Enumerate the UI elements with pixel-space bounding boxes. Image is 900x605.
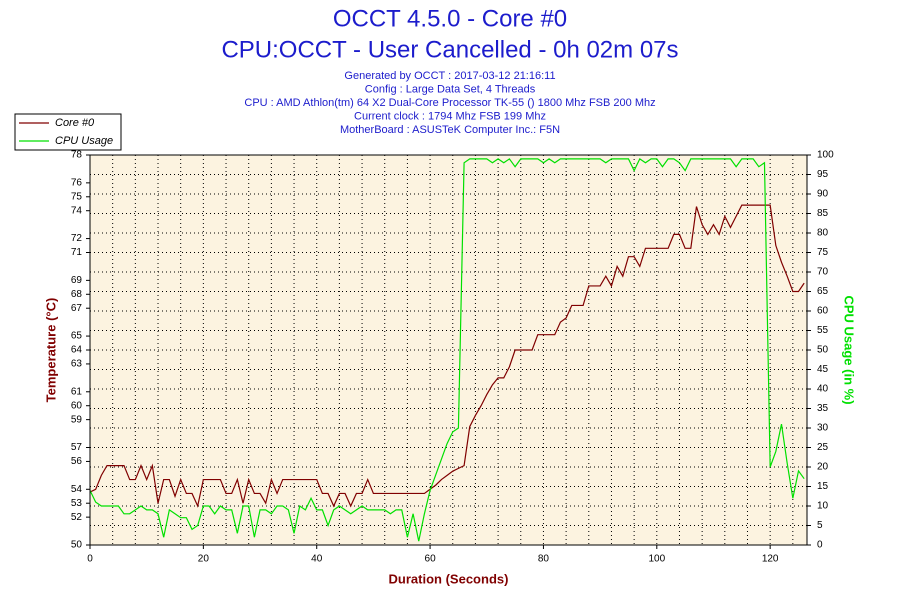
y-tick-label: 56 xyxy=(71,456,83,467)
x-tick-label: 80 xyxy=(538,554,550,565)
plot-frame xyxy=(89,154,808,546)
y-tick-label: 61 xyxy=(71,386,83,397)
y2-tick-label: 40 xyxy=(817,384,829,395)
y-tick-label: 76 xyxy=(71,177,83,188)
x-axis-label: Duration (Seconds) xyxy=(389,571,509,586)
series-line xyxy=(89,158,805,542)
x-tick-label: 100 xyxy=(648,554,665,565)
y-tick-label: 50 xyxy=(71,540,83,551)
x-tick-label: 40 xyxy=(311,554,323,565)
y-tick-label: 57 xyxy=(71,442,83,453)
legend-label: CPU Usage xyxy=(55,135,113,147)
series-line xyxy=(89,204,805,508)
y-tick-label: 71 xyxy=(71,247,83,258)
plot-background xyxy=(90,155,807,545)
y-tick-label: 68 xyxy=(71,289,83,300)
y2-tick-label: 90 xyxy=(817,189,829,200)
y2-tick-label: 95 xyxy=(817,169,829,180)
y2-tick-label: 20 xyxy=(817,462,829,473)
x-tick-label: 0 xyxy=(87,554,93,565)
y2-tick-label: 85 xyxy=(817,208,829,219)
y2-tick-label: 5 xyxy=(817,520,823,531)
y2-tick-label: 50 xyxy=(817,345,829,356)
y-axis-label: Temperature (°C) xyxy=(43,298,58,403)
y2-tick-label: 80 xyxy=(817,228,829,239)
info-line: Config : Large Data Set, 4 Threads xyxy=(365,83,536,95)
y-tick-label: 74 xyxy=(71,205,83,216)
x-tick-label: 120 xyxy=(762,554,779,565)
y-tick-label: 69 xyxy=(71,275,83,286)
y2-tick-label: 0 xyxy=(817,540,823,551)
y2-tick-label: 25 xyxy=(817,442,829,453)
y-tick-label: 53 xyxy=(71,498,83,509)
y-tick-label: 63 xyxy=(71,359,83,370)
x-tick-label: 20 xyxy=(198,554,210,565)
y-tick-label: 67 xyxy=(71,303,83,314)
info-line: CPU : AMD Athlon(tm) 64 X2 Dual-Core Pro… xyxy=(244,97,655,109)
y-tick-label: 59 xyxy=(71,414,83,425)
chart-subtitle: CPU:OCCT - User Cancelled - 0h 02m 07s xyxy=(221,36,678,63)
y2-tick-label: 10 xyxy=(817,501,829,512)
y2-tick-label: 70 xyxy=(817,267,829,278)
y-tick-label: 65 xyxy=(71,331,83,342)
y2-tick-label: 30 xyxy=(817,423,829,434)
info-line: MotherBoard : ASUSTeK Computer Inc.: F5N xyxy=(340,124,560,136)
y2-axis-label: CPU Usage (in %) xyxy=(842,295,857,404)
y2-tick-label: 55 xyxy=(817,325,829,336)
y-tick-label: 72 xyxy=(71,233,83,244)
y2-tick-label: 60 xyxy=(817,306,829,317)
y-tick-label: 54 xyxy=(71,484,83,495)
y2-tick-label: 75 xyxy=(817,247,829,258)
info-line: Current clock : 1794 Mhz FSB 199 Mhz xyxy=(354,110,546,122)
x-tick-label: 60 xyxy=(425,554,437,565)
y-tick-label: 60 xyxy=(71,400,83,411)
y2-tick-label: 45 xyxy=(817,364,829,375)
y-tick-label: 78 xyxy=(71,150,83,161)
y2-tick-label: 65 xyxy=(817,286,829,297)
info-line: Generated by OCCT : 2017-03-12 21:16:11 xyxy=(344,70,555,82)
y2-tick-label: 15 xyxy=(817,481,829,492)
y2-tick-label: 100 xyxy=(817,150,834,161)
y-tick-label: 64 xyxy=(71,345,83,356)
chart-title: OCCT 4.5.0 - Core #0 xyxy=(333,5,567,32)
legend-box xyxy=(14,113,122,151)
legend-label: Core #0 xyxy=(55,117,95,129)
y2-tick-label: 35 xyxy=(817,403,829,414)
y-tick-label: 52 xyxy=(71,512,83,523)
y-tick-label: 75 xyxy=(71,191,83,202)
